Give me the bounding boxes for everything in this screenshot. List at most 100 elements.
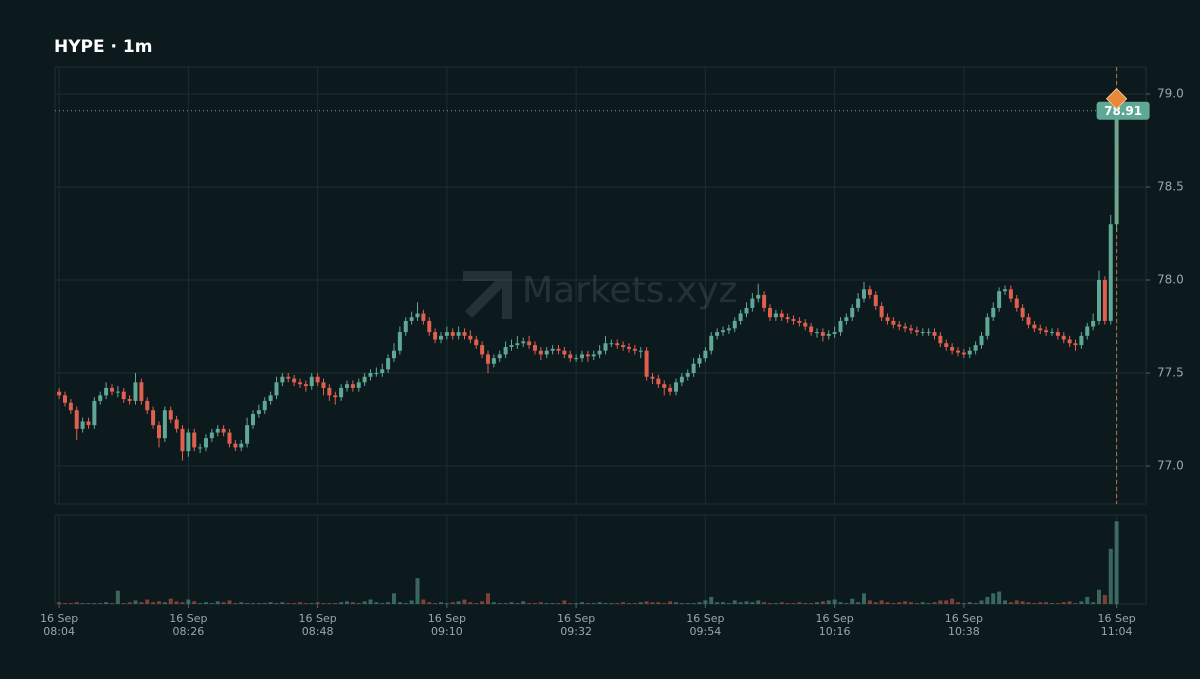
volume-bar	[1002, 600, 1007, 604]
volume-bar	[926, 603, 931, 604]
volume-bar	[1108, 548, 1113, 604]
volume-bar	[950, 598, 955, 604]
y-tick-label: 78.0	[1157, 273, 1184, 287]
volume-bar	[844, 603, 849, 604]
candle-body	[239, 443, 244, 448]
candle-body	[562, 350, 567, 355]
volume-bar	[80, 603, 85, 604]
volume-bar	[133, 600, 138, 604]
watermark-logo	[463, 271, 512, 319]
candle-body	[550, 348, 555, 351]
volume-bar	[344, 601, 349, 604]
candle-body	[908, 328, 913, 331]
candle-body	[1067, 339, 1072, 344]
volume-bar	[462, 599, 467, 604]
volume-bar	[333, 603, 338, 604]
volume-bar	[368, 599, 373, 604]
volume-bar	[568, 603, 573, 604]
volume-bar	[315, 602, 320, 604]
x-tick-label: 16 Sep	[557, 612, 595, 625]
volume-bar	[585, 603, 590, 604]
candle-body	[468, 335, 473, 340]
candle-body	[756, 294, 761, 299]
candle-body	[615, 343, 620, 346]
volume-bar	[474, 603, 479, 604]
candle-body	[791, 319, 796, 321]
volume-bar	[920, 602, 925, 604]
candle-body	[515, 343, 520, 346]
candle-body	[538, 350, 543, 355]
volume-bar	[1038, 602, 1043, 604]
volume-bar	[297, 602, 302, 604]
volume-bar	[626, 603, 631, 604]
candle-body	[621, 345, 626, 347]
volume-bar	[1114, 521, 1119, 604]
candle-body	[397, 332, 402, 351]
candle-body	[121, 391, 126, 400]
candle-body	[1096, 280, 1101, 321]
volume-bar	[233, 603, 238, 604]
volume-bar	[932, 602, 937, 604]
volume-bar	[156, 601, 161, 604]
volume-bar	[403, 603, 408, 604]
volume-bar	[1102, 595, 1107, 604]
candle-body	[268, 395, 273, 401]
volume-bar	[1096, 589, 1101, 604]
volume-bar	[597, 602, 602, 604]
x-tick-label: 09:10	[431, 625, 463, 638]
volume-bar	[139, 602, 144, 604]
candle-body	[139, 382, 144, 401]
volume-bar	[286, 603, 291, 604]
candle-body	[1061, 335, 1066, 340]
candle-body	[168, 410, 173, 420]
candle-body	[344, 384, 349, 388]
candle-body	[491, 358, 496, 364]
x-tick-label: 11:04	[1101, 625, 1133, 638]
volume-bar	[115, 590, 120, 604]
volume-bar	[638, 602, 643, 604]
x-tick-label: 16 Sep	[298, 612, 336, 625]
candle-body	[797, 320, 802, 323]
volume-bar	[421, 599, 426, 604]
volume-bar	[1055, 603, 1060, 604]
volume-bar	[180, 602, 185, 604]
volume-bar	[791, 603, 796, 604]
candle-body	[832, 332, 837, 334]
candle-body	[1002, 289, 1007, 292]
candle-body	[480, 345, 485, 355]
volume-bar	[985, 596, 990, 604]
candle-body	[1032, 324, 1037, 329]
candle-body	[638, 350, 643, 352]
candle-body	[386, 358, 391, 370]
x-tick-label: 08:48	[302, 625, 334, 638]
volume-bar	[550, 603, 555, 604]
candle-body	[509, 345, 514, 347]
volume-bar	[820, 601, 825, 604]
volume-bar	[192, 601, 197, 604]
candle-body	[245, 425, 250, 444]
volume-bar	[57, 602, 62, 604]
candle-body	[474, 339, 479, 346]
volume-bar	[856, 602, 861, 604]
volume-bar	[527, 603, 532, 604]
candle-body	[720, 330, 725, 333]
volume-bar	[697, 602, 702, 604]
candle-body	[503, 346, 508, 355]
x-tick-label: 10:16	[819, 625, 851, 638]
y-tick-label: 78.5	[1157, 179, 1184, 193]
volume-bar	[961, 603, 966, 604]
candle-body	[668, 387, 673, 392]
candle-body	[274, 382, 279, 396]
candle-body	[814, 332, 819, 334]
candle-body	[309, 376, 314, 387]
candle-body	[374, 373, 379, 375]
candle-body	[973, 345, 978, 351]
volume-bar	[362, 601, 367, 604]
candle-body	[292, 378, 297, 383]
y-tick-label: 77.5	[1157, 366, 1184, 380]
candle-body	[532, 345, 537, 351]
candle-body	[856, 298, 861, 308]
volume-bar	[480, 601, 485, 604]
candle-body	[650, 376, 655, 379]
